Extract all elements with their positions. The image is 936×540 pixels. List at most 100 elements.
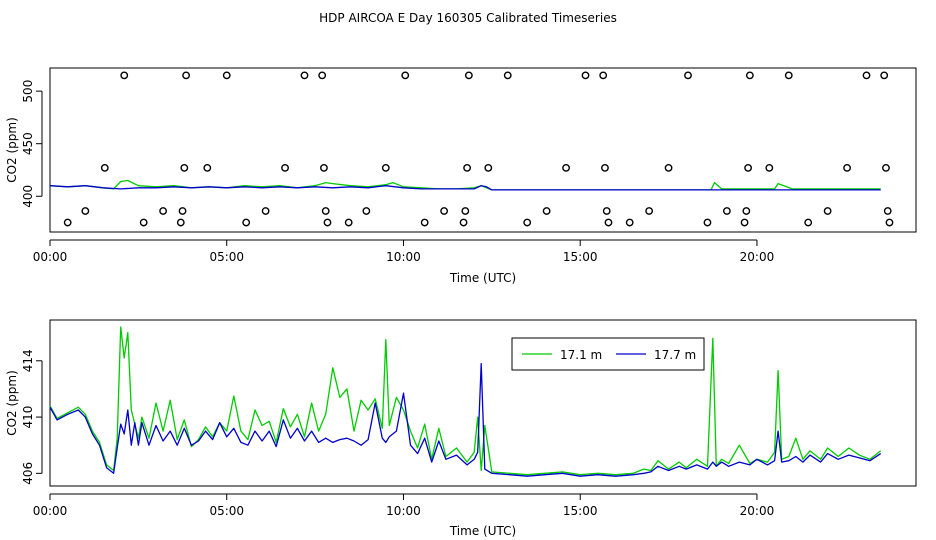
data-point (645, 207, 654, 215)
data-point (625, 218, 634, 227)
data-point (684, 71, 692, 80)
data-point (459, 218, 468, 227)
data-point (461, 207, 470, 215)
data-point (880, 71, 889, 80)
data-point (745, 71, 754, 80)
y-tick-label: 450 (21, 132, 35, 155)
data-point (203, 163, 212, 172)
data-point (703, 218, 712, 227)
y-tick-label: 400 (21, 185, 35, 208)
data-point (420, 218, 429, 227)
bottom-panel-x-label: Time (UTC) (449, 524, 516, 538)
data-point (344, 218, 353, 227)
y-tick-label: 410 (21, 406, 35, 429)
data-point (362, 207, 371, 215)
top-panel-frame (49, 67, 917, 233)
data-point (381, 163, 390, 172)
chart-title: HDP AIRCOA E Day 160305 Calibrated Times… (319, 11, 617, 25)
x-tick-label: 15:00 (563, 250, 598, 264)
data-point (463, 163, 471, 172)
y-tick-label: 414 (21, 349, 35, 372)
top-panel-points (63, 71, 894, 227)
data-point (523, 218, 532, 227)
data-point (139, 218, 148, 227)
data-point (604, 218, 613, 227)
x-tick-label: 15:00 (563, 504, 598, 518)
data-point (744, 163, 753, 172)
bottom-panel-lines (49, 326, 882, 477)
data-point (323, 218, 332, 227)
data-point (100, 163, 109, 172)
top-panel-lines (49, 179, 881, 191)
data-point (804, 218, 813, 227)
bottom-panel-y-label: CO2 (ppm) (5, 370, 19, 436)
bottom-panel: 00:00 05:00 10:00 15:00 20:00 406 410 414 Time… (5, 319, 917, 538)
bottom-panel-x-axis: 00:00 05:00 10:00 15:00 20:00 (33, 493, 775, 518)
data-point (300, 71, 309, 80)
data-point (503, 71, 512, 80)
data-point (843, 163, 851, 172)
bottom-panel-frame (49, 319, 917, 487)
data-point (784, 71, 793, 80)
data-point (242, 218, 251, 227)
data-point (222, 71, 231, 80)
data-point (562, 163, 570, 172)
top-panel-y-axis: 400 450 500 (21, 80, 43, 208)
data-point (765, 163, 774, 172)
data-point (885, 218, 894, 227)
top-panel-x-axis: 00:00 05:00 10:00 15:00 20:00 (33, 239, 775, 264)
legend-label-17-1m: 17.1 m (560, 348, 602, 362)
data-point (440, 207, 449, 215)
data-point (601, 163, 609, 172)
data-point (63, 218, 72, 227)
y-tick-label: 406 (21, 462, 35, 485)
legend: 17.1 m 17.7 m (511, 337, 705, 371)
top-panel-y-label: CO2 (ppm) (5, 117, 19, 183)
bottom-panel-y-axis: 406 410 414 (21, 349, 43, 485)
series-line-17-7-m (49, 362, 882, 477)
data-point (599, 71, 608, 80)
data-point (542, 207, 551, 215)
data-point (318, 71, 327, 80)
data-point (581, 71, 590, 80)
data-point (281, 163, 289, 172)
x-tick-label: 10:00 (386, 250, 421, 264)
x-tick-label: 05:00 (209, 504, 244, 518)
x-tick-label: 00:00 (33, 250, 68, 264)
data-point (180, 163, 189, 172)
data-point (320, 163, 328, 172)
data-point (176, 218, 185, 227)
series-line-17-7-m (49, 185, 881, 191)
top-panel-x-label: Time (UTC) (449, 271, 516, 285)
data-point (823, 207, 832, 215)
data-point (740, 218, 749, 227)
data-point (178, 207, 187, 215)
data-point (882, 163, 890, 172)
x-tick-label: 20:00 (740, 504, 775, 518)
data-point (722, 207, 731, 215)
y-tick-label: 500 (21, 80, 35, 103)
data-point (862, 71, 871, 80)
data-point (401, 71, 410, 80)
series-line-17-1-m (49, 179, 881, 191)
data-point (664, 163, 673, 172)
top-panel: 00:00 05:00 10:00 15:00 20:00 400 450 500 Time… (5, 67, 917, 285)
series-line-17-1-m (49, 326, 882, 476)
data-point (321, 207, 330, 215)
x-tick-label: 10:00 (386, 504, 421, 518)
data-point (464, 71, 473, 80)
data-point (484, 163, 493, 172)
legend-label-17-7m: 17.7 m (654, 348, 696, 362)
data-point (261, 207, 270, 215)
x-tick-label: 05:00 (209, 250, 244, 264)
data-point (883, 207, 892, 215)
x-tick-label: 20:00 (740, 250, 775, 264)
data-point (602, 207, 611, 215)
data-point (159, 207, 168, 215)
data-point (81, 207, 90, 215)
data-point (182, 71, 190, 80)
data-point (742, 207, 751, 215)
x-tick-label: 00:00 (33, 504, 68, 518)
data-point (120, 71, 129, 80)
